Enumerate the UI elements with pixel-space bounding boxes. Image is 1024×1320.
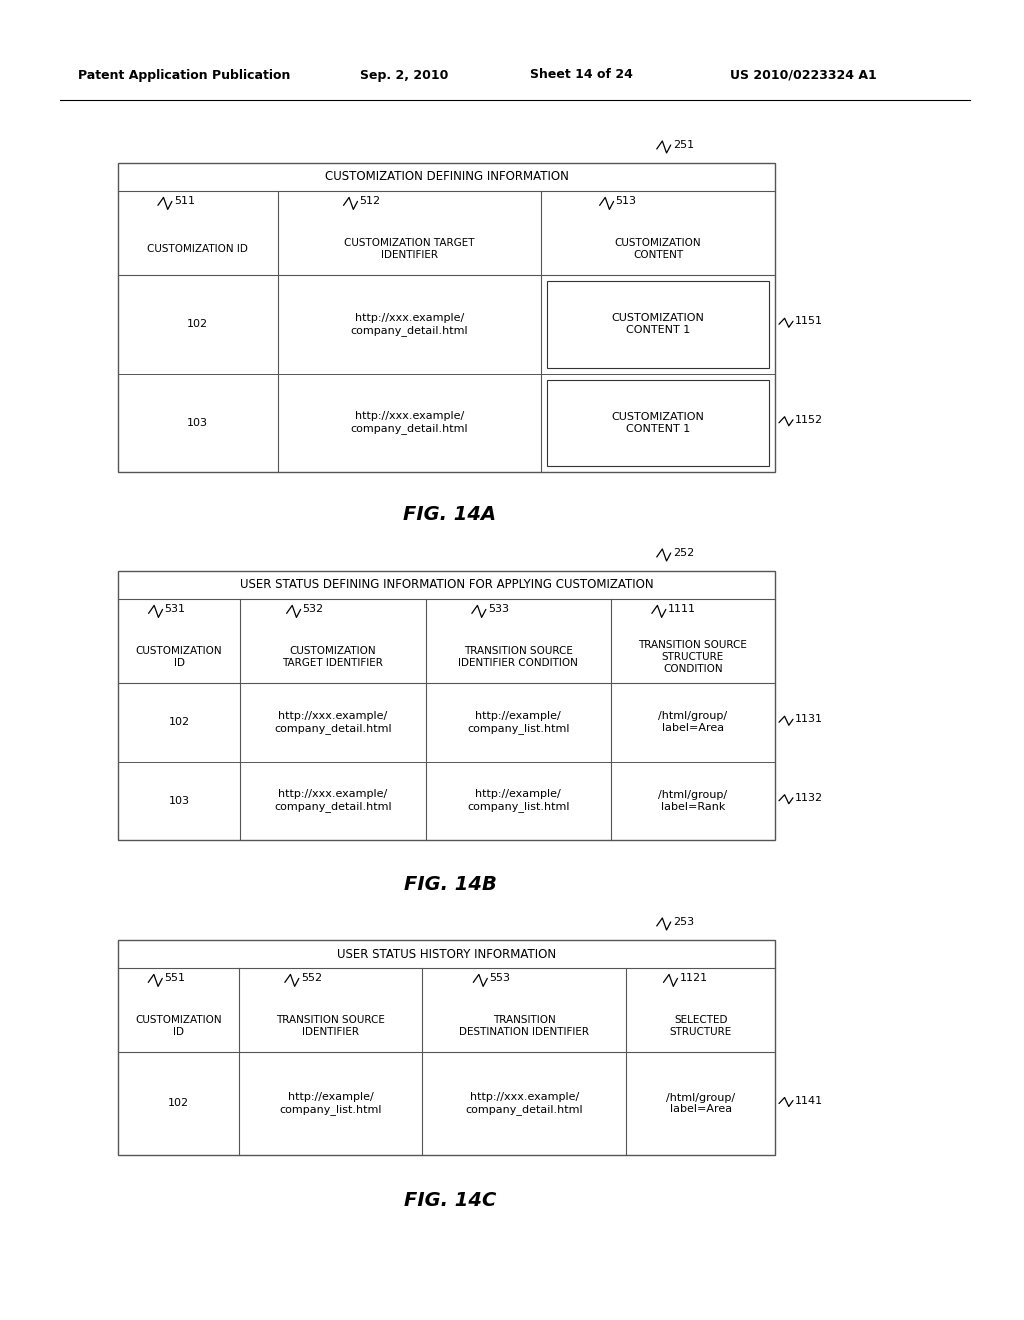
Text: 533: 533 xyxy=(487,605,509,614)
Text: Sep. 2, 2010: Sep. 2, 2010 xyxy=(360,69,449,82)
Text: 1121: 1121 xyxy=(680,973,708,983)
Bar xyxy=(547,380,769,466)
Text: CUSTOMIZATION
ID: CUSTOMIZATION ID xyxy=(136,647,222,668)
Text: 102: 102 xyxy=(168,1098,189,1109)
Text: 1141: 1141 xyxy=(795,1096,823,1106)
Text: 102: 102 xyxy=(187,319,208,329)
Text: CUSTOMIZATION
CONTENT 1: CUSTOMIZATION CONTENT 1 xyxy=(611,412,705,433)
Text: FIG. 14C: FIG. 14C xyxy=(403,1191,496,1209)
Text: FIG. 14A: FIG. 14A xyxy=(403,506,497,524)
Text: Sheet 14 of 24: Sheet 14 of 24 xyxy=(530,69,633,82)
Text: TRANSITION SOURCE
STRUCTURE
CONDITION: TRANSITION SOURCE STRUCTURE CONDITION xyxy=(638,640,748,673)
Text: 252: 252 xyxy=(673,548,694,558)
Text: 1131: 1131 xyxy=(795,714,823,725)
Text: http://xxx.example/
company_detail.html: http://xxx.example/ company_detail.html xyxy=(350,313,468,335)
Text: 1132: 1132 xyxy=(795,793,823,803)
Text: 553: 553 xyxy=(489,973,510,983)
Text: CUSTOMIZATION
TARGET IDENTIFIER: CUSTOMIZATION TARGET IDENTIFIER xyxy=(283,647,383,668)
Text: USER STATUS HISTORY INFORMATION: USER STATUS HISTORY INFORMATION xyxy=(337,948,556,961)
Text: CUSTOMIZATION
CONTENT 1: CUSTOMIZATION CONTENT 1 xyxy=(611,313,705,335)
Text: 531: 531 xyxy=(165,605,185,614)
Text: 1152: 1152 xyxy=(795,414,823,425)
Text: 532: 532 xyxy=(303,605,324,614)
Text: http://xxx.example/
company_detail.html: http://xxx.example/ company_detail.html xyxy=(350,412,468,434)
Text: FIG. 14B: FIG. 14B xyxy=(403,874,497,894)
Bar xyxy=(547,281,769,367)
Text: 513: 513 xyxy=(615,197,637,206)
Text: http://xxx.example/
company_detail.html: http://xxx.example/ company_detail.html xyxy=(466,1092,583,1115)
Bar xyxy=(118,572,775,840)
Text: 103: 103 xyxy=(169,796,189,805)
Text: SELECTED
STRUCTURE: SELECTED STRUCTURE xyxy=(670,1015,732,1036)
Text: http://example/
company_list.html: http://example/ company_list.html xyxy=(467,789,569,812)
Text: USER STATUS DEFINING INFORMATION FOR APPLYING CUSTOMIZATION: USER STATUS DEFINING INFORMATION FOR APP… xyxy=(240,578,653,591)
Text: 511: 511 xyxy=(174,197,195,206)
Text: http://xxx.example/
company_detail.html: http://xxx.example/ company_detail.html xyxy=(274,711,392,734)
Text: CUSTOMIZATION
CONTENT: CUSTOMIZATION CONTENT xyxy=(614,238,701,260)
Text: CUSTOMIZATION TARGET
IDENTIFIER: CUSTOMIZATION TARGET IDENTIFIER xyxy=(344,238,475,260)
Text: TRANSITION SOURCE
IDENTIFIER CONDITION: TRANSITION SOURCE IDENTIFIER CONDITION xyxy=(458,647,579,668)
Bar xyxy=(118,162,775,473)
Text: CUSTOMIZATION DEFINING INFORMATION: CUSTOMIZATION DEFINING INFORMATION xyxy=(325,170,568,183)
Text: http://example/
company_list.html: http://example/ company_list.html xyxy=(280,1092,382,1115)
Text: CUSTOMIZATION
ID: CUSTOMIZATION ID xyxy=(135,1015,222,1036)
Text: /html/group/
label=Rank: /html/group/ label=Rank xyxy=(658,789,727,812)
Text: 551: 551 xyxy=(164,973,185,983)
Text: http://example/
company_list.html: http://example/ company_list.html xyxy=(467,711,569,734)
Bar xyxy=(118,940,775,1155)
Text: /html/group/
label=Area: /html/group/ label=Area xyxy=(658,711,727,733)
Text: TRANSITION SOURCE
IDENTIFIER: TRANSITION SOURCE IDENTIFIER xyxy=(276,1015,385,1036)
Text: TRANSITION
DESTINATION IDENTIFIER: TRANSITION DESTINATION IDENTIFIER xyxy=(460,1015,589,1036)
Text: 1111: 1111 xyxy=(668,605,696,614)
Text: CUSTOMIZATION ID: CUSTOMIZATION ID xyxy=(147,244,248,253)
Text: http://xxx.example/
company_detail.html: http://xxx.example/ company_detail.html xyxy=(274,789,392,812)
Text: Patent Application Publication: Patent Application Publication xyxy=(78,69,291,82)
Text: 1151: 1151 xyxy=(795,317,823,326)
Text: 251: 251 xyxy=(673,140,694,150)
Text: 102: 102 xyxy=(169,717,189,727)
Text: US 2010/0223324 A1: US 2010/0223324 A1 xyxy=(730,69,877,82)
Text: 253: 253 xyxy=(673,917,694,927)
Text: 512: 512 xyxy=(359,197,381,206)
Text: /html/group/
label=Area: /html/group/ label=Area xyxy=(666,1093,735,1114)
Text: 103: 103 xyxy=(187,417,208,428)
Text: 552: 552 xyxy=(301,973,322,983)
